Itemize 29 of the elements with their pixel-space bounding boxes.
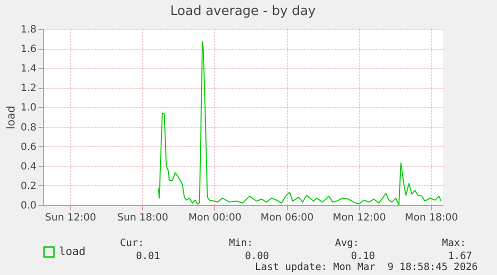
y-tick-label: 1.6	[20, 44, 36, 56]
y-tick-label: 1.0	[20, 102, 36, 114]
line-series	[158, 41, 442, 205]
x-tick-label: Mon 00:00	[188, 212, 242, 224]
y-tick-label: 1.8	[20, 24, 36, 36]
text: 0.00	[245, 251, 270, 262]
x-tick-label: Mon 18:00	[404, 212, 458, 224]
x-tick-label: Mon 12:00	[332, 212, 386, 224]
y-tick-label: 0.4	[20, 161, 36, 172]
text: 0.01	[136, 251, 160, 262]
y-axis-title: load	[4, 106, 18, 130]
text: 0.10	[351, 251, 376, 262]
y-tick-label: 0.8	[20, 122, 36, 134]
y-tick-label: 1.4	[20, 64, 36, 75]
text: Max:	[442, 238, 466, 249]
x-tick-label: Sun 18:00	[117, 212, 168, 224]
text: 1.67	[448, 251, 472, 262]
text: Last update: Mon Mar 9 18:58:45 2026	[255, 262, 478, 273]
y-tick-label: 0.6	[20, 142, 36, 153]
y-tick-label: 1.2	[20, 83, 36, 94]
text: Avg:	[335, 238, 360, 249]
y-tick-label: 0.0	[20, 200, 36, 212]
chart-title: Load average - by day	[170, 4, 316, 19]
y-tick-label: 0.2	[20, 180, 36, 192]
text: Cur:	[120, 238, 144, 249]
x-tick-label: Mon 06:00	[260, 212, 314, 224]
x-tick-label: Sun 12:00	[45, 212, 96, 224]
text: Min:	[229, 238, 254, 249]
legend-label: load	[59, 245, 86, 258]
